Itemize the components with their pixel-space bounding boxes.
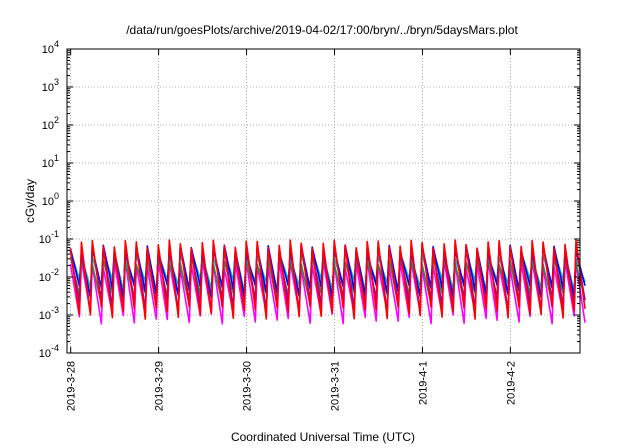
- y-tick-base: 10: [42, 82, 54, 94]
- data-series-line: [69, 239, 586, 320]
- y-tick-exponent: 4: [54, 39, 59, 49]
- y-tick-exponent: 3: [54, 77, 59, 87]
- x-tick-label: 2019-4-1: [417, 361, 429, 405]
- y-tick-exponent: -3: [51, 305, 59, 315]
- x-tick-label: 2019-3-29: [154, 361, 166, 411]
- y-tick-label: 102: [42, 115, 59, 132]
- y-tick-exponent: -2: [51, 267, 59, 277]
- y-tick-base: 10: [39, 348, 51, 360]
- y-tick-label: 10-2: [39, 267, 59, 284]
- plot-area: [69, 239, 586, 325]
- x-tick-label: 2019-3-30: [242, 361, 254, 411]
- y-tick-exponent: 0: [54, 191, 59, 201]
- y-tick-label: 100: [42, 191, 59, 208]
- y-tick-exponent: 2: [54, 115, 59, 125]
- x-tick-label: 2019-4-2: [505, 361, 517, 405]
- y-tick-label: 10-1: [39, 229, 59, 246]
- y-tick-base: 10: [39, 310, 51, 322]
- y-tick-base: 10: [39, 234, 51, 246]
- y-tick-label: 10-3: [39, 305, 59, 322]
- y-tick-label: 101: [42, 153, 59, 170]
- y-tick-base: 10: [42, 158, 54, 170]
- x-axis-label: Coordinated Universal Time (UTC): [231, 430, 415, 444]
- y-tick-label: 103: [42, 77, 59, 94]
- y-tick-base: 10: [39, 272, 51, 284]
- axis-ticks: 10-410-310-210-11001011021031042019-3-28…: [39, 39, 580, 411]
- chart-title: /data/run/goesPlots/archive/2019-04-02/1…: [126, 23, 518, 37]
- x-tick-label: 2019-3-31: [329, 361, 341, 411]
- y-tick-exponent: -4: [51, 343, 59, 353]
- y-axis-label: cGy/day: [23, 179, 37, 223]
- y-tick-label: 10-4: [39, 343, 59, 360]
- y-tick-base: 10: [42, 120, 54, 132]
- y-tick-exponent: -1: [51, 229, 59, 239]
- y-tick-label: 104: [42, 39, 59, 56]
- y-tick-base: 10: [42, 196, 54, 208]
- y-tick-base: 10: [42, 44, 54, 56]
- y-tick-exponent: 1: [54, 153, 59, 163]
- x-tick-label: 2019-3-28: [66, 361, 78, 411]
